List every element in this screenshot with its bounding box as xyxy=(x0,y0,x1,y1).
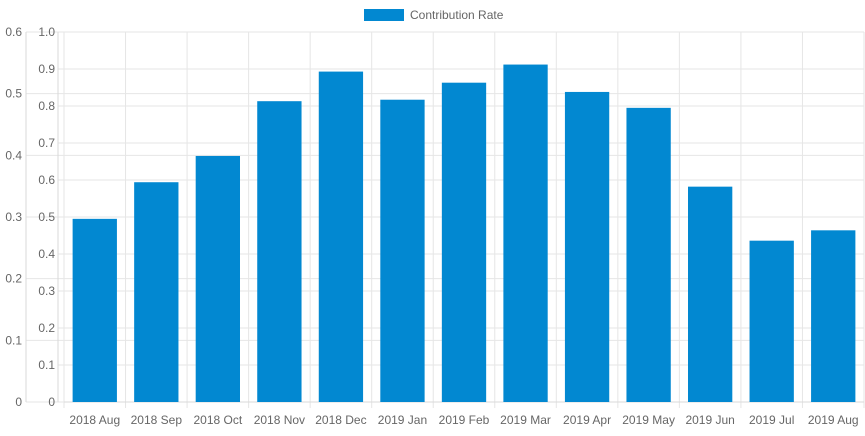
y-tick-label-outer: 0.4 xyxy=(5,148,22,162)
x-tick-label: 2019 Aug xyxy=(808,413,859,427)
bar[interactable] xyxy=(811,230,856,402)
x-tick-label: 2019 Apr xyxy=(563,413,611,427)
y-tick-label-inner: 0.8 xyxy=(38,99,55,113)
x-tick-label: 2019 Feb xyxy=(439,413,490,427)
y-tick-label-outer: 0.2 xyxy=(5,272,22,286)
x-tick-label: 2018 Oct xyxy=(193,413,242,427)
bar[interactable] xyxy=(257,101,302,402)
bar[interactable] xyxy=(72,218,117,402)
legend-swatch xyxy=(364,9,404,21)
legend[interactable]: Contribution Rate xyxy=(364,8,504,22)
y-tick-label-inner: 0.4 xyxy=(38,247,55,261)
bar[interactable] xyxy=(195,155,240,402)
x-axis-labels: 2018 Aug 2018 Sep 2018 Oct 2018 Nov 2018 Dec… xyxy=(69,413,858,427)
bar[interactable] xyxy=(134,182,179,402)
y-tick-label-outer: 0.6 xyxy=(5,25,22,39)
y-tick-label-outer: 0.5 xyxy=(5,87,22,101)
bar[interactable] xyxy=(564,91,610,402)
bar[interactable] xyxy=(688,186,733,402)
y-tick-label-inner: 0.6 xyxy=(38,173,55,187)
x-tick-label: 2019 Jul xyxy=(749,413,794,427)
legend-label: Contribution Rate xyxy=(410,8,504,22)
bar[interactable] xyxy=(441,82,487,402)
bar[interactable] xyxy=(626,107,671,402)
x-tick-label: 2019 Jan xyxy=(378,413,427,427)
y-tick-label-inner: 1.0 xyxy=(38,25,55,39)
y-tick-label-inner: 0.2 xyxy=(38,321,55,335)
bar[interactable] xyxy=(318,71,364,402)
x-tick-label: 2019 May xyxy=(622,413,675,427)
y-tick-label-inner: 0.5 xyxy=(38,210,55,224)
x-tick-label: 2019 Mar xyxy=(500,413,551,427)
x-tick-label: 2018 Dec xyxy=(315,413,366,427)
y-tick-label-inner: 0.9 xyxy=(38,62,55,76)
bars[interactable] xyxy=(72,64,856,403)
y-tick-label-inner: 0.1 xyxy=(38,358,55,372)
y-tick-label-outer: 0.3 xyxy=(5,210,22,224)
y-tick-label-outer: 0 xyxy=(15,395,22,409)
y-tick-label-inner: 0 xyxy=(48,395,55,409)
y-tick-label-inner: 0.3 xyxy=(38,284,55,298)
bar[interactable] xyxy=(503,64,548,402)
x-tick-label: 2018 Sep xyxy=(131,413,183,427)
y-tick-label-inner: 0.7 xyxy=(38,136,55,150)
y-tick-label-outer: 0.1 xyxy=(5,333,22,347)
x-tick-label: 2019 Jun xyxy=(685,413,734,427)
bar[interactable] xyxy=(749,240,794,402)
bar[interactable] xyxy=(380,99,425,403)
x-tick-label: 2018 Nov xyxy=(254,413,305,427)
x-tick-label: 2018 Aug xyxy=(69,413,120,427)
